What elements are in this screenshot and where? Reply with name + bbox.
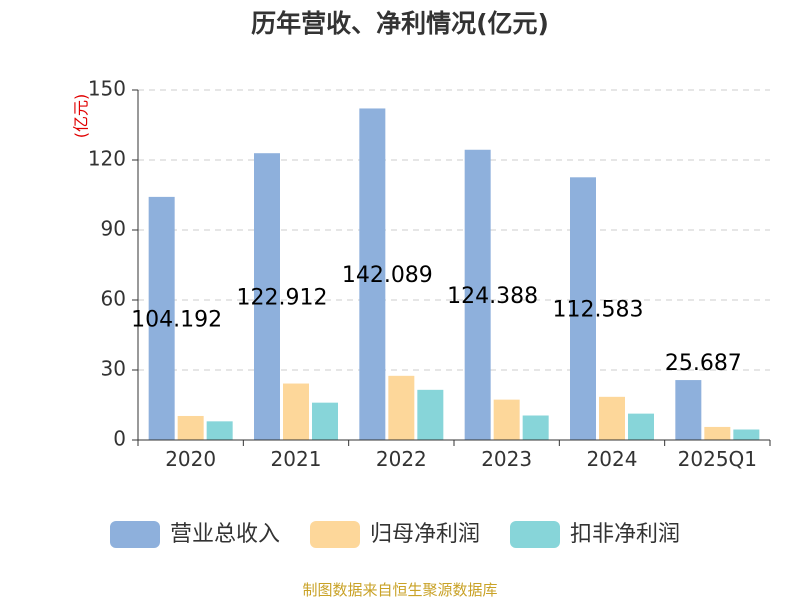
bar-2022-s1 — [388, 375, 415, 440]
y-tick-label: 60 — [101, 287, 126, 311]
bar-2025Q1-s2 — [733, 429, 760, 440]
x-tick-label: 2020 — [165, 447, 216, 471]
data-label-2022: 142.089 — [342, 263, 433, 288]
bar-2025Q1-s1 — [704, 426, 731, 440]
legend-swatch-s0 — [110, 521, 160, 548]
bar-2021-s0 — [254, 153, 280, 441]
x-tick-label: 2023 — [481, 447, 532, 471]
bar-2020-s1 — [177, 415, 204, 440]
bar-2020-s2 — [206, 421, 233, 440]
y-tick-label: 30 — [101, 357, 126, 381]
y-tick-label: 0 — [113, 427, 126, 451]
source-note: 制图数据来自恒生聚源数据库 — [302, 581, 497, 599]
bar-2024-s2 — [628, 413, 654, 440]
bars-group — [148, 108, 760, 441]
legend-swatch-s2 — [510, 521, 560, 548]
data-label-2024: 112.583 — [553, 298, 644, 323]
bar-2024-s1 — [599, 396, 625, 440]
legend-swatch-s1 — [310, 521, 360, 548]
legend-label-s1: 归母净利润 — [370, 522, 480, 547]
x-tick-label: 2021 — [271, 447, 322, 471]
data-label-2021: 122.912 — [237, 286, 328, 311]
x-tick-label: 2024 — [587, 447, 638, 471]
bar-2021-s2 — [312, 402, 338, 440]
x-tick-label: 2022 — [376, 447, 427, 471]
y-tick-label: 90 — [101, 217, 126, 241]
x-tick-label: 2025Q1 — [678, 447, 757, 471]
data-label-2020: 104.192 — [131, 307, 222, 332]
bar-2024-s0 — [570, 177, 596, 440]
y-tick-label: 120 — [88, 147, 126, 171]
chart-title: 历年营收、净利情况(亿元) — [251, 9, 549, 38]
legend: 营业总收入 归母净利润 扣非净利润 — [110, 521, 680, 548]
bar-2023-s2 — [522, 415, 549, 440]
axes: 0 30 60 90 120 150 2020 2021 2022 2023 2024 2025Q1 — [88, 77, 771, 471]
data-label-2023: 124.388 — [447, 284, 538, 309]
bar-2021-s1 — [283, 383, 309, 440]
legend-label-s2: 扣非净利润 — [570, 522, 680, 547]
data-label-2025Q1: 25.687 — [665, 351, 742, 376]
bar-2020-s0 — [148, 196, 175, 440]
bar-2023-s0 — [464, 149, 491, 440]
grid-lines — [138, 89, 770, 371]
bar-2022-s0 — [359, 108, 386, 441]
legend-label-s0: 营业总收入 — [170, 522, 280, 547]
bar-2023-s1 — [493, 399, 520, 440]
data-labels: 104.192 122.912 142.089 124.388 112.583 25.68… — [131, 263, 742, 376]
bar-2025Q1-s0 — [675, 380, 702, 440]
bar-2022-s2 — [417, 389, 444, 440]
y-axis-unit-label: (亿元) — [72, 94, 91, 139]
y-tick-label: 150 — [88, 77, 126, 101]
